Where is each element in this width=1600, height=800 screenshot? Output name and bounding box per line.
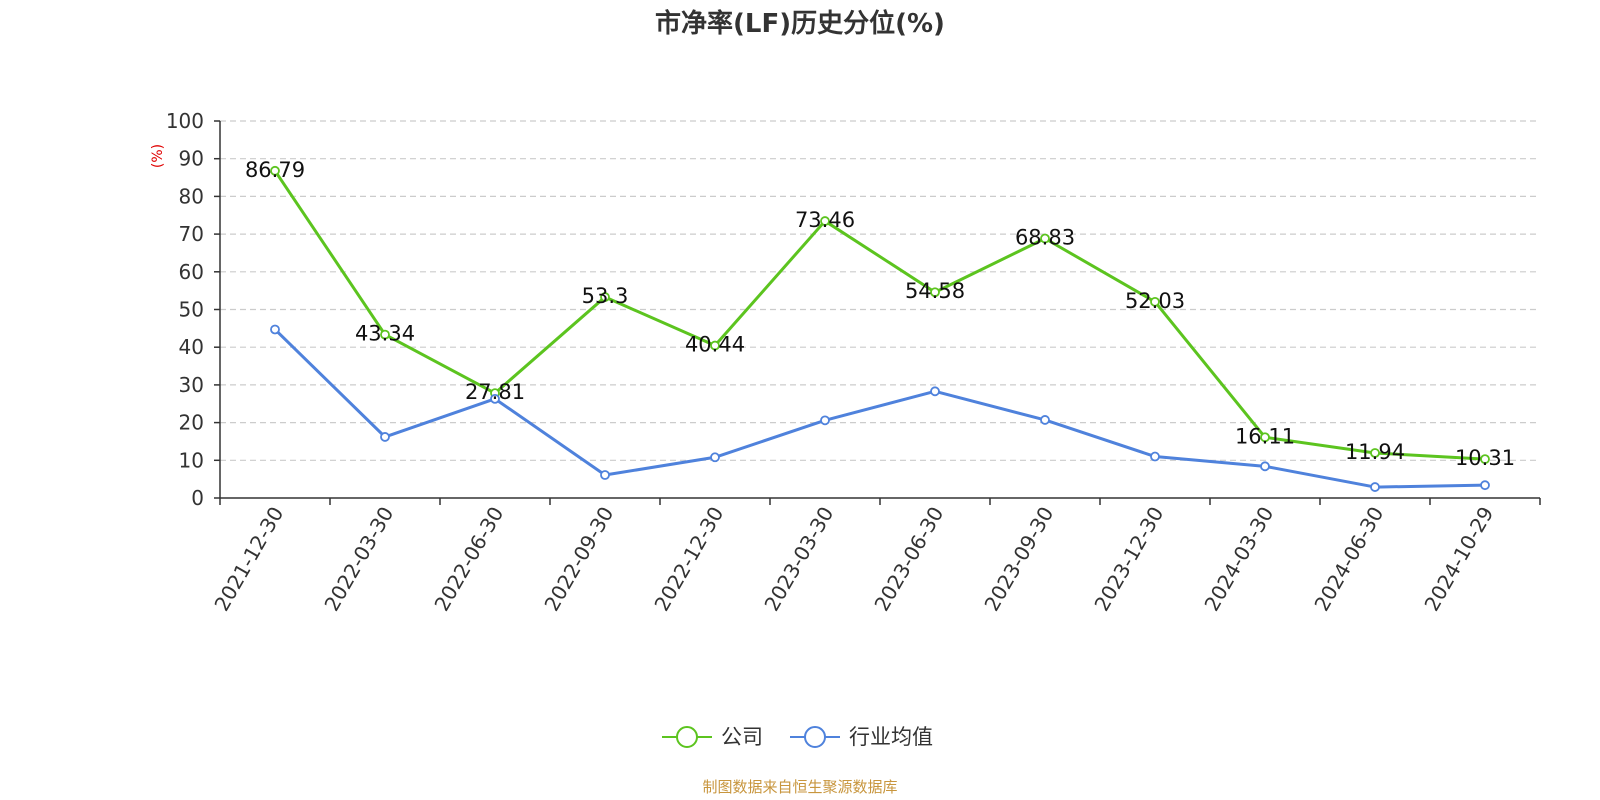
data-point-industry[interactable] [490, 393, 500, 404]
data-label-company: 27.81 [465, 380, 525, 404]
legend-company-marker-icon [676, 726, 698, 748]
series-lines [270, 165, 1490, 492]
data-point-industry[interactable] [380, 432, 390, 442]
series-line-company [273, 169, 1486, 461]
data-label-company: 52.03 [1125, 289, 1185, 313]
data-label-company: 86.79 [245, 158, 305, 182]
axes: 0 10 20 30 40 50 60 70 80 90 100 2021-12-30 2022-03-… [166, 109, 1541, 616]
legend-item-company[interactable]: 公司 [662, 725, 763, 749]
y-tick-label: 30 [179, 373, 204, 397]
x-tick-label: 2022-12-30 [649, 503, 728, 616]
data-point-industry[interactable] [710, 452, 720, 463]
data-point-company[interactable] [1150, 296, 1160, 307]
y-tick-label: 50 [179, 298, 204, 322]
data-labels: 86.79 43.34 27.81 53.3 40.44 73.46 54.58 68.83 5… [245, 158, 1515, 470]
x-tick-label: 2023-06-30 [869, 503, 948, 616]
data-point-company[interactable] [600, 292, 610, 302]
data-point-company[interactable] [820, 216, 830, 226]
data-source-note: 制图数据来自恒生聚源数据库 [702, 778, 897, 796]
data-label-company: 68.83 [1015, 226, 1075, 250]
series-line-industry [273, 328, 1486, 489]
data-point-company[interactable] [930, 287, 940, 298]
data-point-company[interactable] [1260, 432, 1270, 443]
data-point-industry[interactable] [270, 324, 280, 335]
data-point-industry[interactable] [930, 386, 940, 397]
x-tick-label: 2023-12-30 [1089, 503, 1168, 616]
x-tick-label: 2024-06-30 [1309, 503, 1388, 616]
data-label-company: 54.58 [905, 279, 965, 303]
x-tick-label: 2024-03-30 [1199, 503, 1278, 616]
x-tick-label: 2022-03-30 [319, 503, 398, 616]
y-tick-label: 100 [166, 109, 204, 133]
data-label-company: 43.34 [355, 322, 415, 346]
legend-industry-marker-icon [804, 726, 826, 748]
y-tick-label: 80 [179, 184, 204, 208]
data-point-company[interactable] [380, 329, 390, 340]
x-tick-label: 2021-12-30 [209, 503, 288, 616]
chart-title: 市净率(LF)历史分位(%) [655, 8, 945, 39]
data-point-company[interactable] [1480, 454, 1490, 465]
x-tick-label: 2023-03-30 [759, 503, 838, 616]
y-tick-label: 10 [179, 448, 204, 472]
legend-item-industry[interactable]: 行业均值 [790, 725, 933, 749]
data-point-industry[interactable] [1370, 482, 1380, 492]
data-point-industry[interactable] [1260, 461, 1270, 472]
data-point-industry[interactable] [1150, 451, 1160, 462]
data-point-industry[interactable] [820, 415, 830, 426]
data-label-company: 53.3 [582, 284, 629, 308]
y-tick-label: 20 [179, 411, 204, 435]
data-label-company: 10.31 [1455, 446, 1515, 470]
data-point-industry[interactable] [1040, 415, 1050, 425]
data-point-industry[interactable] [600, 470, 610, 480]
y-axis-unit-label: (%) [150, 144, 166, 168]
data-label-company: 16.11 [1235, 424, 1295, 448]
data-point-company[interactable] [1370, 448, 1380, 458]
y-tick-label: 40 [179, 335, 204, 359]
data-label-company: 11.94 [1345, 440, 1405, 464]
x-tick-label: 2022-06-30 [429, 503, 508, 616]
y-tick-label: 0 [191, 486, 204, 510]
legend-company-label: 公司 [721, 725, 763, 749]
data-label-company: 73.46 [795, 208, 855, 232]
data-label-company: 40.44 [685, 333, 745, 357]
y-tick-label: 60 [179, 260, 204, 284]
data-point-company[interactable] [1040, 233, 1050, 244]
x-tick-label: 2024-10-29 [1419, 503, 1498, 616]
legend[interactable]: 公司 行业均值 [662, 725, 933, 749]
data-point-company[interactable] [710, 340, 720, 351]
y-tick-label: 90 [179, 147, 204, 171]
data-point-company[interactable] [270, 165, 280, 176]
x-tick-label: 2023-09-30 [979, 503, 1058, 616]
x-tick-label: 2022-09-30 [539, 503, 618, 616]
data-point-industry[interactable] [1480, 480, 1490, 491]
grid-lines [220, 120, 1540, 461]
legend-industry-label: 行业均值 [849, 725, 933, 749]
y-tick-label: 70 [179, 222, 204, 246]
